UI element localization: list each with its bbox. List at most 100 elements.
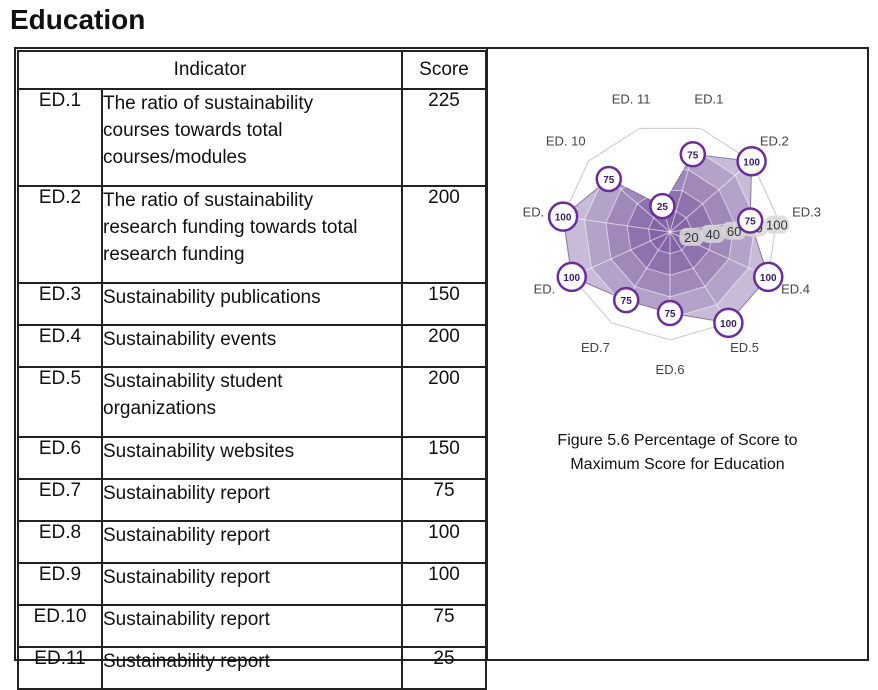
indicator-description-line: The ratio of sustainability bbox=[103, 190, 314, 211]
radar-data-point bbox=[547, 201, 579, 232]
indicator-description-line: courses towards total bbox=[103, 120, 283, 141]
indicator-description-line: organizations bbox=[103, 398, 217, 419]
indicator-score: 150 bbox=[401, 436, 487, 480]
radar-data-point bbox=[649, 192, 676, 220]
radar-grid-ring bbox=[605, 169, 735, 298]
indicator-description-line: research funding towards total bbox=[103, 217, 358, 238]
indicator-description-line: Sustainability report bbox=[103, 567, 270, 588]
radar-axis-label: ED. bbox=[523, 204, 545, 219]
indicator-description-line: courses/modules bbox=[103, 147, 247, 168]
indicator-code: ED.10 bbox=[17, 604, 103, 648]
indicator-code: ED.7 bbox=[17, 478, 103, 522]
radar-axis-label: ED.3 bbox=[792, 204, 821, 219]
radar-tick-bg bbox=[764, 215, 789, 234]
radar-axis-label: ED.1 bbox=[694, 92, 723, 107]
radar-data-point bbox=[736, 207, 764, 234]
indicator-score: 200 bbox=[401, 324, 487, 368]
radar-data-point bbox=[595, 165, 623, 193]
radar-data-label: 75 bbox=[687, 150, 699, 161]
indicator-score: 100 bbox=[401, 520, 487, 564]
radar-grid-ring bbox=[626, 190, 714, 276]
radar-tick-label: 60 bbox=[727, 224, 741, 239]
indicator-description-line: Sustainability events bbox=[103, 329, 277, 350]
indicator-description: Sustainability websites bbox=[101, 436, 403, 480]
indicator-code: ED.2 bbox=[17, 185, 103, 284]
table-row: ED.5 Sustainability student organizations 2… bbox=[17, 366, 487, 438]
indicator-code: ED.5 bbox=[17, 366, 103, 438]
radar-spoke bbox=[563, 216, 671, 233]
indicator-description: Sustainability report bbox=[101, 646, 403, 690]
indicator-description: Sustainability report bbox=[101, 562, 403, 606]
radar-axis-label: ED. bbox=[534, 281, 556, 296]
indicator-description: Sustainability report bbox=[101, 604, 403, 648]
indicator-code: ED.11 bbox=[17, 646, 103, 690]
radar-axis-label: ED.5 bbox=[730, 340, 759, 355]
radar-data-point bbox=[736, 146, 767, 177]
radar-data-label: 100 bbox=[760, 273, 777, 284]
indicator-description: Sustainability publications bbox=[101, 282, 403, 326]
indicator-description-line: research funding bbox=[103, 244, 245, 265]
indicator-code: ED.6 bbox=[17, 436, 103, 480]
indicator-score: 25 bbox=[401, 646, 487, 690]
indicator-description-line: Sustainability publications bbox=[103, 287, 321, 308]
indicator-description: The ratio of sustainability courses towar… bbox=[101, 88, 403, 187]
radar-spoke bbox=[669, 231, 729, 324]
radar-data-label: 100 bbox=[720, 319, 737, 330]
indicator-table: Indicator Score ED.1 The ratio of sustain… bbox=[17, 50, 487, 690]
indicator-column-header: Indicator bbox=[17, 50, 403, 90]
indicator-description: Sustainability events bbox=[101, 324, 403, 368]
indicator-score: 200 bbox=[401, 366, 487, 438]
radar-chart: 20406080100ED.1ED.2ED.3ED.4ED.5ED.6ED.7E… bbox=[523, 92, 821, 377]
indicator-score: 100 bbox=[401, 562, 487, 606]
radar-data-label: 100 bbox=[743, 157, 760, 168]
table-row: ED.1 The ratio of sustainability courses t… bbox=[17, 88, 487, 187]
radar-tick-label: 40 bbox=[706, 227, 720, 242]
table-row: ED.6 Sustainability websites 150 bbox=[17, 436, 487, 480]
table-row: ED.7 Sustainability report 75 bbox=[17, 478, 487, 522]
indicator-code: ED.9 bbox=[17, 562, 103, 606]
radar-axis-label: ED.4 bbox=[781, 281, 810, 296]
radar-data-point bbox=[612, 286, 640, 314]
indicator-score: 200 bbox=[401, 185, 487, 284]
indicator-code: ED.1 bbox=[17, 88, 103, 187]
figure-caption-line-2: Maximum Score for Education bbox=[570, 456, 785, 473]
indicator-description-line: Sustainability report bbox=[103, 609, 270, 630]
indicator-code: ED.3 bbox=[17, 282, 103, 326]
radar-data-label: 75 bbox=[603, 175, 615, 186]
indicator-description-line: Sustainability student bbox=[103, 371, 283, 392]
indicator-description: Sustainability student organizations bbox=[101, 366, 403, 438]
radar-data-label: 75 bbox=[664, 309, 676, 320]
table-row: ED.8 Sustainability report 100 bbox=[17, 520, 487, 564]
radar-axis-label: ED.7 bbox=[581, 340, 610, 355]
score-column-header: Score bbox=[401, 50, 487, 90]
indicator-score: 75 bbox=[401, 478, 487, 522]
radar-axis-label: ED. 10 bbox=[546, 134, 586, 149]
radar-tick-label: 20 bbox=[684, 230, 698, 245]
indicator-description-line: Sustainability report bbox=[103, 525, 270, 546]
radar-data-label: 100 bbox=[563, 273, 580, 284]
radar-data-label: 75 bbox=[621, 296, 633, 307]
indicator-score: 75 bbox=[401, 604, 487, 648]
radar-data-point bbox=[656, 299, 684, 327]
indicator-description: Sustainability report bbox=[101, 520, 403, 564]
table-header-row: Indicator Score bbox=[17, 50, 487, 90]
radar-data-point bbox=[752, 261, 784, 293]
table-row: ED.9 Sustainability report 100 bbox=[17, 562, 487, 606]
indicator-score: 225 bbox=[401, 88, 487, 187]
radar-data-label: 75 bbox=[745, 216, 757, 227]
table-row: ED.4 Sustainability events 200 bbox=[17, 324, 487, 368]
indicator-description-line: Sustainability report bbox=[103, 651, 270, 672]
indicator-code: ED.4 bbox=[17, 324, 103, 368]
radar-tick-label: 100 bbox=[766, 218, 788, 233]
radar-tick-bg bbox=[700, 224, 725, 243]
radar-spoke bbox=[669, 160, 752, 233]
radar-data-point bbox=[713, 307, 744, 339]
radar-axis-label: ED. 11 bbox=[612, 92, 651, 107]
indicator-description: Sustainability report bbox=[101, 478, 403, 522]
radar-data-point bbox=[556, 261, 588, 293]
column-divider bbox=[486, 48, 488, 660]
radar-axis-label: ED.2 bbox=[760, 134, 789, 149]
indicator-description-line: Sustainability websites bbox=[103, 441, 295, 462]
figure-caption-line-1: Figure 5.6 Percentage of Score to bbox=[557, 432, 798, 449]
table-row: ED.3 Sustainability publications 150 bbox=[17, 282, 487, 326]
